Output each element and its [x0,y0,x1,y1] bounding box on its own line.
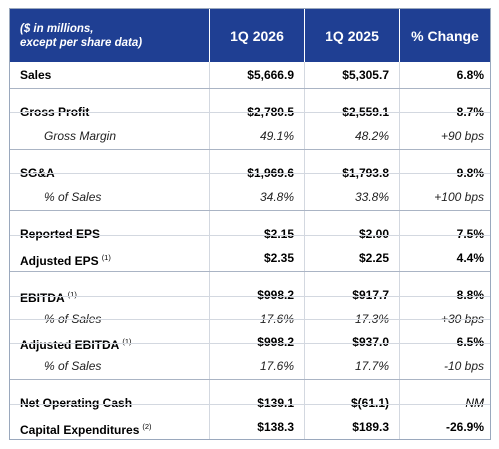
header-separator [399,9,400,62]
table-row: SG&A $1,969.6 $1,793.8 9.8% [10,162,490,184]
value-1q-2026: $5,666.9 [247,68,294,82]
financial-summary-table: ($ in millions, except per share data) 1… [9,8,491,440]
value-1q-2026: $139.1 [257,396,294,410]
row-label-text: % of Sales [44,190,102,204]
value-percent-change: 8.8% [456,288,484,302]
row-divider [10,319,490,320]
row-label: % of Sales [44,186,101,208]
value-percent-change: -10 bps [443,359,484,373]
value-1q-2025: $189.3 [352,420,389,434]
value-1q-2025: $2.00 [358,227,389,241]
row-divider [10,271,490,272]
value-1q-2025: $917.7 [352,288,389,302]
header-percent-change: % Change [411,27,479,44]
value-1q-2026: 49.1% [259,129,294,143]
row-divider [10,404,490,405]
row-label-text: Adjusted EBITDA [20,338,120,352]
value-1q-2026: $2.15 [263,227,294,241]
header-1q-2026: 1Q 2026 [230,27,284,44]
footnote-marker: (2) [142,422,152,431]
table-row: % of Sales 34.8% 33.8% +100 bps [10,186,490,208]
header-1q-2025: 1Q 2025 [325,27,379,44]
table-row: Sales $5,666.9 $5,305.7 6.8% [10,64,490,86]
row-divider [10,235,490,236]
row-label: EBITDA (1) [20,284,77,309]
value-1q-2026: $2.35 [263,251,294,265]
table-row: Gross Margin 49.1% 48.2% +90 bps [10,125,490,147]
row-label: Sales [20,64,51,86]
header-separator [209,9,210,62]
table-row: Adjusted EBITDA (1) $998.2 $937.0 6.5% [10,331,490,353]
value-1q-2026: $998.2 [257,335,294,349]
value-1q-2026: $998.2 [257,288,294,302]
value-1q-2025: $937.0 [352,335,389,349]
table-header: ($ in millions, except per share data) 1… [10,9,490,62]
value-1q-2026: 34.8% [259,190,294,204]
value-1q-2026: $138.3 [257,420,294,434]
row-label: Adjusted EPS (1) [20,247,111,272]
row-label: Gross Margin [44,125,116,147]
row-divider [10,112,490,113]
value-1q-2026: 17.6% [259,359,294,373]
table-row: % of Sales 17.6% 17.7% -10 bps [10,355,490,377]
value-percent-change: -26.9% [445,420,484,434]
header-units-label: ($ in millions, except per share data) [20,22,143,49]
row-label-text: Net Operating Cash [20,396,133,410]
row-divider [10,88,490,89]
value-percent-change: +90 bps [440,129,484,143]
value-1q-2025: $5,305.7 [342,68,389,82]
table-row: Adjusted EPS (1) $2.35 $2.25 4.4% [10,247,490,269]
value-percent-change: 4.4% [456,251,484,265]
value-percent-change: 6.8% [456,68,484,82]
footnote-marker: (1) [122,337,132,346]
value-1q-2025: 33.8% [354,190,389,204]
column-divider [304,62,305,439]
row-divider [10,149,490,150]
value-1q-2025: 17.7% [354,359,389,373]
table-row: EBITDA (1) $998.2 $917.7 8.8% [10,284,490,306]
row-divider [10,173,490,174]
row-label-text: Sales [20,68,52,82]
value-percent-change: NM [465,396,484,410]
row-divider [10,296,490,297]
footnote-marker: (1) [101,253,111,262]
row-label: Net Operating Cash [20,392,132,414]
value-1q-2025: 48.2% [354,129,389,143]
value-1q-2025: $(61.1) [350,396,389,410]
row-label: Reported EPS [20,223,100,245]
value-percent-change: 6.5% [456,335,484,349]
value-percent-change: +100 bps [434,190,484,204]
row-divider [10,343,490,344]
footnote-marker: (1) [67,290,77,299]
row-label: Capital Expenditures (2) [20,416,152,441]
row-label-text: Gross Margin [44,129,117,143]
value-1q-2025: $2.25 [358,251,389,265]
table-row: Net Operating Cash $139.1 $(61.1) NM [10,392,490,414]
row-label-text: Adjusted EPS [20,254,99,268]
row-divider [10,210,490,211]
value-percent-change: 7.5% [456,227,484,241]
row-label-text: EBITDA [20,291,65,305]
row-label-text: % of Sales [44,359,102,373]
row-label-text: Capital Expenditures [20,423,140,437]
row-label-text: Reported EPS [20,227,101,241]
row-divider [10,379,490,380]
row-label: % of Sales [44,355,101,377]
table-row: Capital Expenditures (2) $138.3 $189.3 -26.9… [10,416,490,438]
table-row: Reported EPS $2.15 $2.00 7.5% [10,223,490,245]
row-label: Adjusted EBITDA (1) [20,331,132,356]
column-divider [209,62,210,439]
column-divider [399,62,400,439]
header-separator [304,9,305,62]
